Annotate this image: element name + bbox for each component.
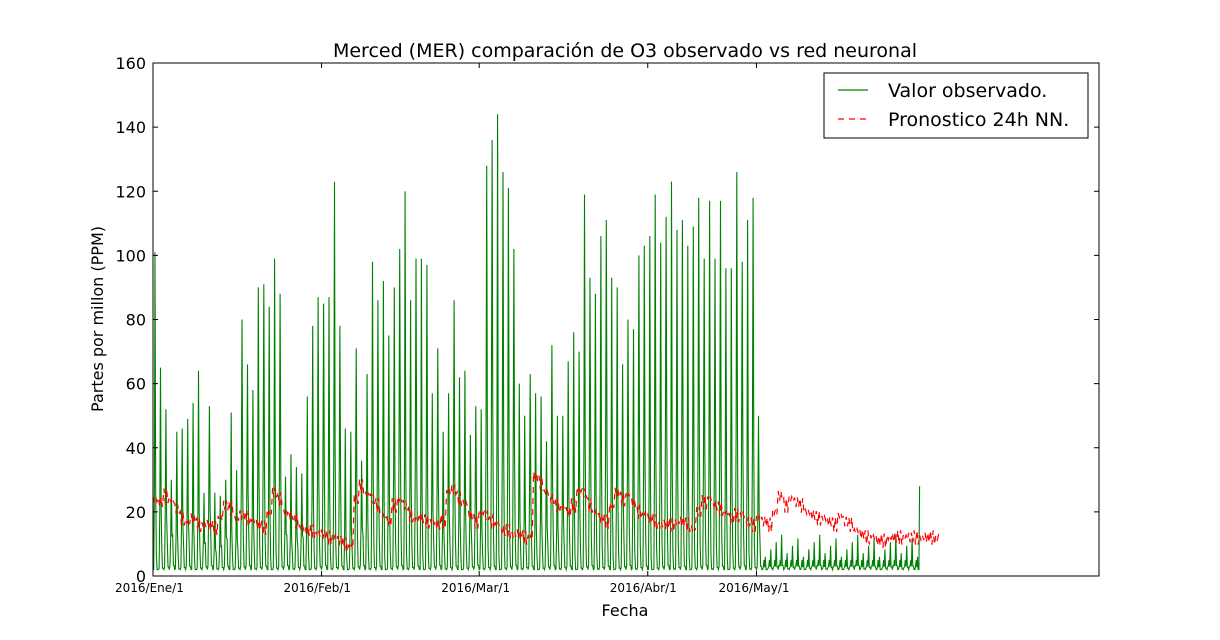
x-axis: 2016/Ene/1 2016/Feb/1 2016/Mar/1 2016/Abr/1… xyxy=(115,63,790,595)
legend-box xyxy=(823,72,1089,139)
y-tick-label: 0 xyxy=(136,567,146,586)
y-axis: 0 20 40 60 80 100 120 140 160 xyxy=(115,54,1099,586)
legend: Valor observado. Pronostico 24h NN. xyxy=(823,72,1089,139)
chart-title: Merced (MER) comparación de O3 observado… xyxy=(333,40,917,62)
y-tick-label: 100 xyxy=(115,246,146,265)
y-axis-label: Partes por millon (PPM) xyxy=(88,226,107,412)
legend-label-observed: Valor observado. xyxy=(888,80,1047,102)
legend-label-forecast: Pronostico 24h NN. xyxy=(888,109,1069,131)
x-tick-label: 2016/May/1 xyxy=(718,581,789,595)
x-tick-label: 2016/Abr/1 xyxy=(610,581,677,595)
y-tick-label: 140 xyxy=(115,118,146,137)
x-tick-label: 2016/Mar/1 xyxy=(441,581,510,595)
y-tick-label: 160 xyxy=(115,54,146,73)
x-axis-label: Fecha xyxy=(602,601,649,620)
x-tick-label: 2016/Ene/1 xyxy=(115,581,184,595)
y-tick-label: 20 xyxy=(126,503,146,522)
y-tick-label: 120 xyxy=(115,182,146,201)
series-line-observed xyxy=(153,114,921,572)
series-layer xyxy=(152,114,941,572)
y-tick-label: 60 xyxy=(126,375,146,394)
x-tick-label: 2016/Feb/1 xyxy=(284,581,352,595)
series-line-forecast xyxy=(152,471,941,552)
y-tick-label: 80 xyxy=(126,311,146,330)
y-tick-label: 40 xyxy=(126,439,146,458)
